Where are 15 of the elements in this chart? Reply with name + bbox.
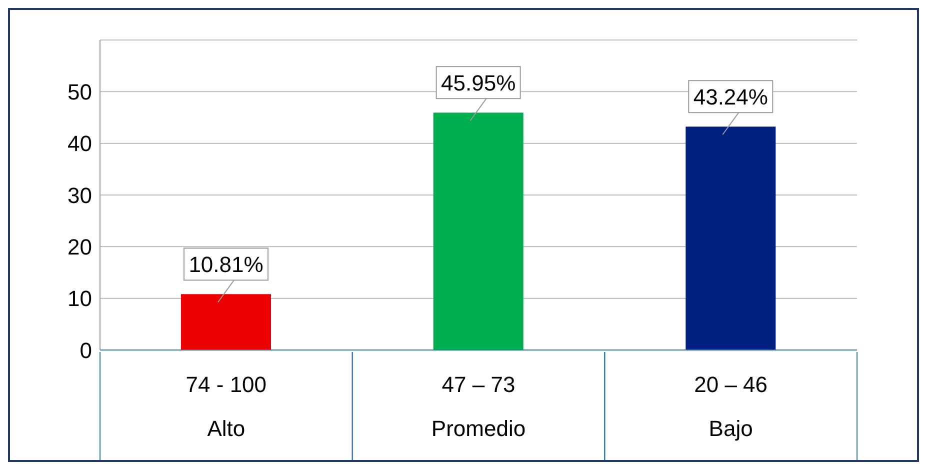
y-tick-label: 50 bbox=[68, 79, 92, 104]
y-tick-label: 10 bbox=[68, 286, 92, 312]
data-label: 45.95% bbox=[441, 70, 516, 96]
y-tick-label: 20 bbox=[68, 234, 92, 260]
data-label: 10.81% bbox=[188, 252, 264, 278]
bar bbox=[686, 126, 776, 350]
x-tick-label: 20 – 46 Bajo bbox=[694, 372, 768, 441]
bar bbox=[433, 112, 524, 350]
data-label: 43.24% bbox=[693, 84, 768, 110]
x-tick-label: 74 - 100 Alto bbox=[186, 372, 267, 441]
x-tick-label: 47 – 73 Promedio bbox=[431, 372, 526, 441]
y-tick-label: 0 bbox=[80, 338, 92, 363]
y-tick-label: 40 bbox=[68, 131, 92, 156]
y-tick-label: 30 bbox=[68, 182, 92, 208]
bar bbox=[181, 294, 271, 350]
